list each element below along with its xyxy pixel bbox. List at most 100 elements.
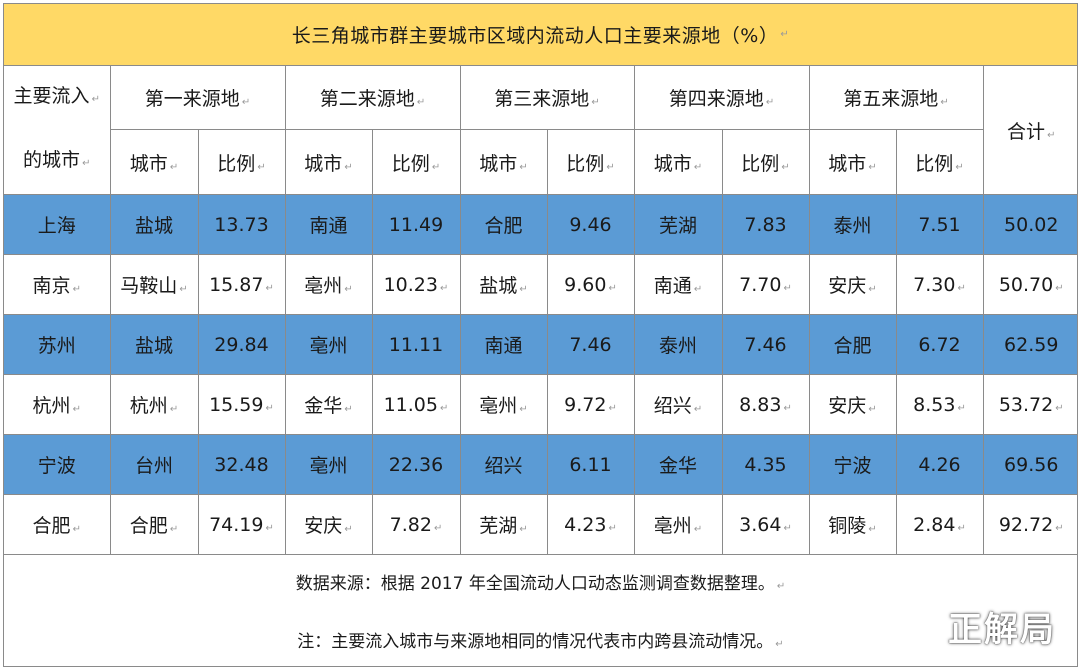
source-ratio-cell: 6.11 bbox=[546, 434, 635, 495]
source-city-cell-text: 铜陵 bbox=[828, 515, 867, 537]
edit-mark-icon: ↵ bbox=[693, 404, 703, 415]
edit-mark-icon: ↵ bbox=[519, 404, 528, 415]
edit-mark-icon: ↵ bbox=[955, 161, 964, 173]
destination-city-cell: 南京 ↵ bbox=[4, 254, 111, 315]
source-city-cell: 南通 bbox=[459, 314, 548, 375]
edit-mark-icon: ↵ bbox=[693, 284, 703, 295]
source-city-cell-text: 南通 bbox=[309, 215, 348, 237]
source-city-cell-text: 泰州 bbox=[658, 335, 697, 357]
source-ratio-cell-text: 7.82 bbox=[389, 513, 432, 536]
source-ratio-cell-text: 2.84 bbox=[913, 513, 956, 536]
source-ratio-cell-text: 4.23 bbox=[564, 513, 607, 536]
edit-mark-icon: ↵ bbox=[693, 161, 703, 173]
ratio-column-header: 比例 ↵ bbox=[546, 129, 635, 195]
source-ratio-cell-text: 7.30 bbox=[913, 273, 956, 296]
destination-city-cell: 杭州 ↵ bbox=[4, 374, 111, 435]
edit-mark-icon: ↵ bbox=[783, 522, 792, 534]
source-ratio-cell: 32.48 bbox=[197, 434, 286, 495]
source-city-cell: 盐城 ↵ bbox=[459, 254, 548, 315]
ratio-column-header-text: 比例 bbox=[566, 152, 605, 175]
source-city-cell-text: 芜湖 bbox=[658, 215, 697, 237]
source-ratio-cell: 9.46 bbox=[546, 194, 635, 255]
city-column-header: 城市 ↵ bbox=[284, 129, 373, 195]
destination-city-cell-text: 杭州 bbox=[32, 395, 71, 417]
source-city-cell: 绍兴 ↵ bbox=[633, 374, 723, 435]
edit-mark-icon: ↵ bbox=[957, 402, 966, 414]
table-row: 苏州 盐城 29.84 亳州 11.11 南通 7.46 泰州 7.46 合肥 6.72 62.59 bbox=[4, 314, 1077, 375]
source-ratio-cell: 11.05 ↵ bbox=[371, 374, 461, 435]
source-city-cell-text: 绍兴 bbox=[484, 455, 523, 477]
source-ratio-cell: 22.36 bbox=[371, 434, 461, 495]
source-city-cell-text: 泰州 bbox=[833, 215, 872, 237]
edit-mark-icon: ↵ bbox=[72, 404, 81, 415]
edit-mark-icon: ↵ bbox=[169, 404, 179, 415]
edit-mark-icon: ↵ bbox=[868, 284, 877, 295]
source-city-cell-text: 南通 bbox=[653, 275, 692, 297]
source-city-cell-text: 台州 bbox=[134, 455, 173, 477]
source-ratio-cell-text: 8.83 bbox=[739, 393, 782, 416]
source-ratio-cell: 4.23 ↵ bbox=[546, 494, 635, 555]
table-row: 合肥 ↵ 合肥 ↵ 74.19 ↵ 安庆 ↵ 7.82 ↵ 芜湖 ↵ 4.23 ↵ 亳州 ↵ 3.64 ↵ 铜陵 ↵ 2… bbox=[4, 494, 1077, 555]
source-ratio-cell-text: 7.83 bbox=[744, 213, 787, 236]
city-column-header: 城市 ↵ bbox=[459, 129, 548, 195]
total-cell: 92.72 ↵ bbox=[982, 494, 1077, 555]
edit-mark-icon: ↵ bbox=[608, 522, 617, 534]
city-column-header: 城市 ↵ bbox=[808, 129, 897, 195]
edit-mark-icon: ↵ bbox=[1055, 522, 1064, 534]
source-ratio-cell-text: 10.23 bbox=[383, 273, 438, 296]
source-ratio-cell: 9.60 ↵ bbox=[546, 254, 635, 315]
source-ratio-cell: 7.46 bbox=[721, 314, 810, 375]
destination-city-cell: 宁波 bbox=[4, 434, 111, 495]
source-city-cell-text: 安庆 bbox=[828, 275, 867, 297]
document-frame: 长三角城市群主要城市区域内流动人口主要来源地（%） ↵ 主要流入 ↵ 的城市 ↵ 第… bbox=[3, 3, 1078, 667]
edit-mark-icon: ↵ bbox=[868, 524, 877, 535]
table-row: 上海 盐城 13.73 南通 11.49 合肥 9.46 芜湖 7.83 泰州 7.51 50.02 bbox=[4, 194, 1077, 255]
watermark-logo: 正解局 bbox=[948, 610, 1056, 650]
source-city-cell-text: 安庆 bbox=[304, 515, 343, 537]
edit-mark-icon: ↵ bbox=[957, 282, 966, 294]
edit-mark-icon: ↵ bbox=[783, 282, 792, 294]
source-ratio-cell: 7.83 bbox=[721, 194, 810, 255]
source-city-cell-text: 绍兴 bbox=[653, 395, 692, 417]
source-city-cell: 合肥 bbox=[808, 314, 897, 375]
edit-mark-icon: ↵ bbox=[91, 94, 100, 105]
source-city-cell: 亳州 ↵ bbox=[633, 494, 723, 555]
edit-mark-icon: ↵ bbox=[781, 161, 790, 173]
source-city-cell-text: 盐城 bbox=[134, 335, 173, 357]
source-ratio-cell: 7.30 ↵ bbox=[895, 254, 984, 315]
total-cell-text: 50.02 bbox=[1004, 213, 1059, 236]
edit-mark-icon: ↵ bbox=[606, 161, 615, 173]
data-source-note: 数据来源：根据 2017 年全国流动人口动态监测调查数据整理。 ↵ bbox=[4, 569, 1077, 594]
source-ratio-cell-text: 29.84 bbox=[214, 333, 269, 356]
table-title: 长三角城市群主要城市区域内流动人口主要来源地（%） ↵ bbox=[4, 4, 1077, 66]
source-city-cell-text: 南通 bbox=[484, 335, 523, 357]
edit-mark-icon: ↵ bbox=[1055, 402, 1064, 414]
edit-mark-icon: ↵ bbox=[868, 161, 877, 173]
ratio-column-header-text: 比例 bbox=[741, 152, 780, 175]
source-city-cell: 南通 ↵ bbox=[633, 254, 723, 315]
table-row: 宁波 台州 32.48 亳州 22.36 绍兴 6.11 金华 4.35 宁波 4.26 69.56 bbox=[4, 434, 1077, 495]
edit-mark-icon: ↵ bbox=[265, 282, 274, 294]
edit-mark-icon: ↵ bbox=[693, 524, 703, 535]
edit-mark-icon: ↵ bbox=[241, 97, 251, 109]
source-ratio-cell: 8.53 ↵ bbox=[895, 374, 984, 435]
edit-mark-icon: ↵ bbox=[265, 522, 274, 534]
total-cell: 69.56 bbox=[982, 434, 1077, 495]
source-ratio-cell-text: 9.72 bbox=[564, 393, 607, 416]
row-header-line1: 主要流入 bbox=[13, 85, 90, 107]
source-city-cell: 宁波 bbox=[808, 434, 897, 495]
edit-mark-icon: ↵ bbox=[440, 282, 449, 294]
source-ratio-cell-text: 22.36 bbox=[388, 453, 444, 476]
source-header-2: 第二来源地 ↵ bbox=[284, 66, 461, 131]
source-ratio-cell: 10.23 ↵ bbox=[371, 254, 461, 315]
source-ratio-cell-text: 9.60 bbox=[564, 273, 607, 296]
edit-mark-icon: ↵ bbox=[519, 161, 528, 173]
city-column-header-text: 城市 bbox=[129, 152, 168, 175]
row-header-line2: 的城市 bbox=[23, 149, 81, 171]
data-source-note-text: 数据来源：根据 2017 年全国流动人口动态监测调查数据整理。 bbox=[295, 574, 775, 594]
source-city-cell-text: 亳州 bbox=[309, 335, 348, 357]
source-ratio-cell: 11.49 bbox=[371, 194, 461, 255]
source-header-4: 第四来源地 ↵ bbox=[633, 66, 810, 131]
source-city-cell-text: 马鞍山 bbox=[120, 275, 178, 297]
source-ratio-cell-text: 74.19 bbox=[209, 513, 264, 536]
